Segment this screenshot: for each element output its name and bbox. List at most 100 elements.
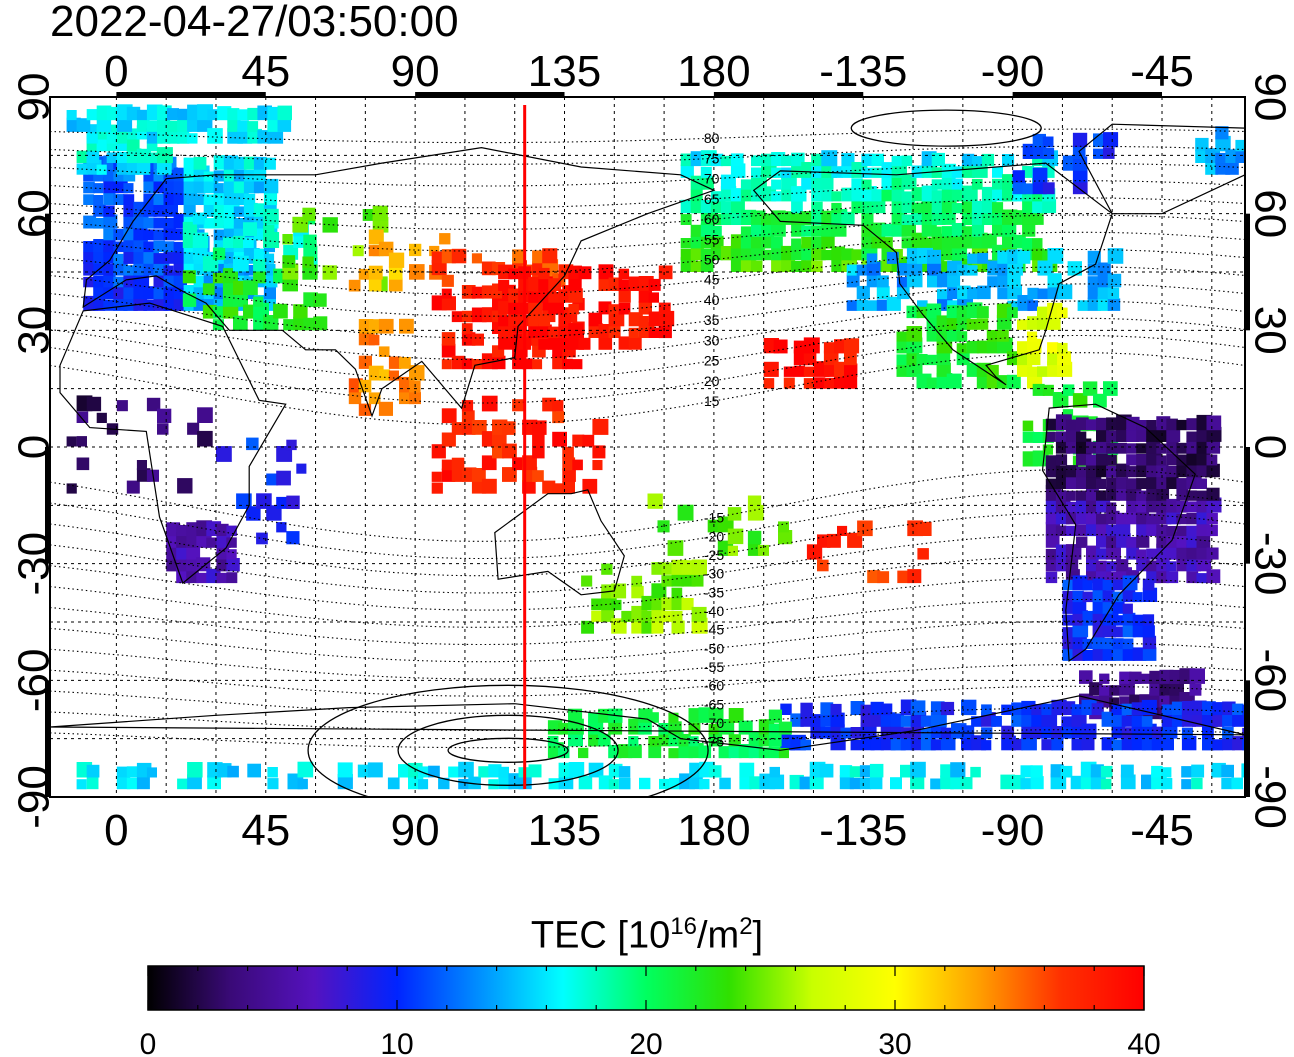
tec-cell: [1176, 478, 1188, 489]
tec-cell: [451, 457, 465, 471]
colorbar-ticks: [147, 966, 1145, 1010]
tec-cell: [1181, 727, 1193, 739]
tec-cell: [651, 562, 665, 575]
tec-cell: [690, 224, 703, 237]
tec-cell: [761, 235, 774, 249]
tec-cell: [931, 152, 945, 167]
tec-cell: [628, 744, 642, 759]
tec-cell: [163, 217, 175, 229]
tec-cell: [1002, 235, 1016, 249]
tec-cell: [1086, 523, 1099, 537]
tec-cell: [116, 133, 128, 144]
tec-cell: [471, 333, 484, 346]
tec-cell: [1122, 603, 1133, 614]
tec-cell: [1116, 521, 1131, 537]
tec-cell: [1106, 571, 1118, 584]
tec-cell: [680, 249, 692, 261]
tec-cell: [730, 199, 745, 214]
tec-cell: [769, 766, 780, 778]
tec-cell: [961, 699, 977, 716]
tec-cell: [730, 163, 746, 178]
tec-cell: [322, 217, 338, 233]
auroral-oval-contour: [447, 737, 569, 763]
tec-cell: [823, 350, 839, 366]
tec-cell: [253, 318, 265, 331]
tec-cell: [1055, 525, 1067, 536]
tec-cell: [578, 266, 592, 280]
tec-cell: [658, 310, 675, 327]
tec-cell: [911, 202, 923, 214]
tec-cell: [1086, 419, 1097, 431]
tec-cell: [671, 610, 683, 622]
tec-cell: [297, 778, 308, 790]
tec-cell: [267, 778, 279, 790]
tec-cell: [282, 275, 298, 292]
tec-cell: [1106, 417, 1119, 431]
tec-cell: [367, 762, 383, 778]
tec-cell: [1057, 361, 1073, 377]
tec-cell: [1012, 170, 1025, 183]
tec-cell: [1166, 428, 1181, 442]
tec-cell: [667, 540, 684, 556]
tec-cell: [143, 286, 157, 300]
tec-cell: [740, 179, 752, 190]
tec-cell: [558, 746, 570, 759]
tec-cell: [926, 377, 938, 389]
timestamp-title: 2022-04-27/03:50:00: [50, 0, 459, 46]
tec-cell: [461, 323, 473, 334]
magnetic-latitude-label: -40: [704, 603, 724, 619]
tec-cell: [1146, 420, 1157, 431]
colorbar-tick-label: 0: [140, 1028, 157, 1057]
tec-cell: [690, 247, 704, 261]
tec-cell: [1122, 624, 1136, 638]
tec-cell: [183, 157, 196, 170]
tec-cell: [253, 270, 266, 284]
tec-cell: [611, 599, 622, 611]
tec-cell: [1111, 704, 1123, 715]
tec-cell: [498, 315, 509, 327]
tec-cell: [996, 315, 1012, 330]
tec-cell: [1176, 454, 1188, 466]
tec-cell: [243, 222, 257, 237]
magnetic-latitude-label: 65: [704, 191, 720, 207]
tec-cell: [1142, 587, 1158, 602]
tec-cell: [282, 255, 296, 268]
tec-cell: [1126, 500, 1139, 513]
tec-cell: [971, 224, 985, 237]
frame-bar-top: [1012, 92, 1163, 97]
tec-cell: [471, 253, 482, 264]
tec-cell: [451, 422, 465, 435]
tec-cell: [103, 192, 116, 205]
tec-cell: [1186, 490, 1197, 501]
colorbar-tick-label: 30: [878, 1028, 911, 1057]
tec-cell: [700, 235, 714, 249]
tec-cell: [791, 186, 807, 202]
tec-cell: [811, 236, 823, 249]
tec-cell: [641, 621, 654, 634]
tec-cell: [1116, 512, 1128, 525]
tec-cell: [901, 214, 913, 225]
tec-cell: [227, 118, 241, 132]
tec-cell: [86, 764, 100, 778]
tec-cell: [1001, 704, 1012, 715]
tec-cell: [1037, 366, 1048, 377]
tec-cell: [1022, 165, 1035, 178]
tec-cell: [212, 272, 224, 284]
tec-cell: [562, 446, 574, 459]
magnetic-latitude-label: 25: [704, 353, 720, 369]
magnetic-latitude-label: 80: [704, 130, 720, 146]
tec-cell: [488, 779, 499, 790]
tec-cell: [931, 226, 942, 237]
tec-cell: [243, 280, 258, 296]
tec-cell: [1171, 714, 1184, 727]
tec-cell: [552, 345, 564, 358]
tec-cell: [1126, 478, 1137, 489]
tec-cell: [267, 767, 278, 778]
tec-cell: [237, 109, 249, 121]
tec-cell: [313, 316, 328, 331]
tec-cell: [1002, 222, 1017, 237]
tec-cell: [901, 199, 915, 214]
tec-cell: [747, 495, 762, 509]
tec-cell: [1156, 524, 1168, 536]
tec-cell: [937, 288, 948, 300]
